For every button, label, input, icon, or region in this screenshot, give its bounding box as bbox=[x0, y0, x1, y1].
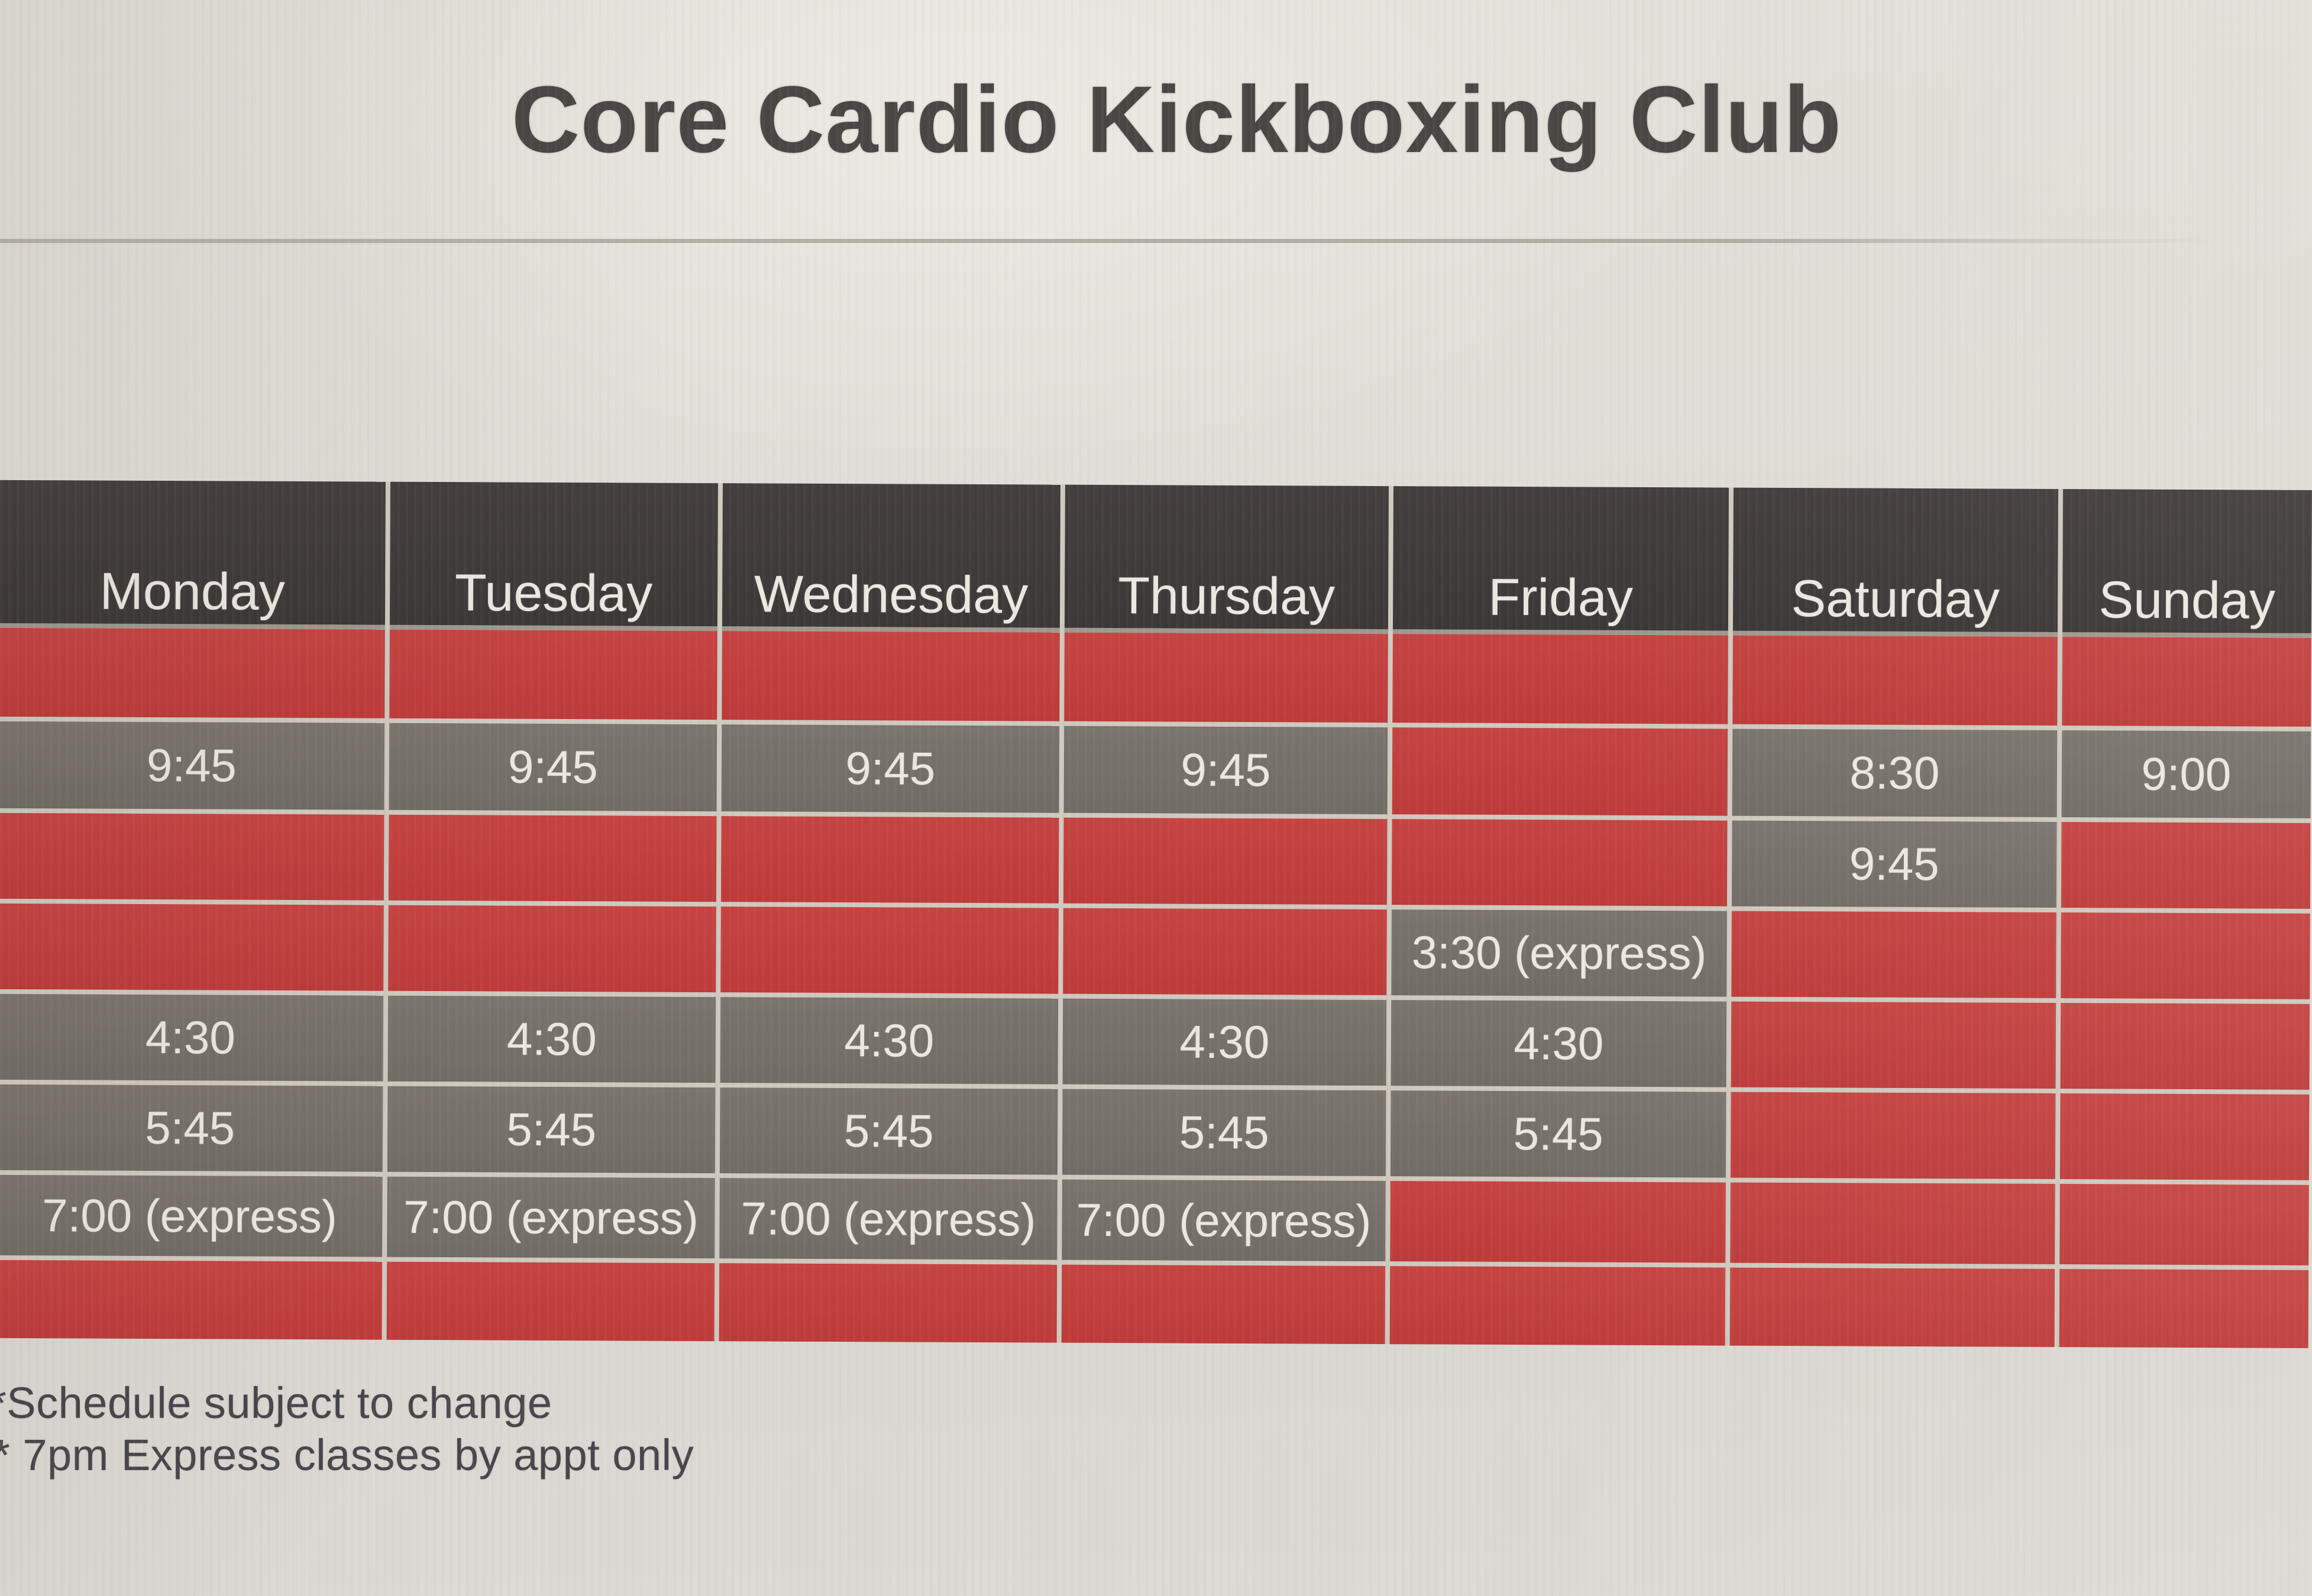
cell-monday-row8 bbox=[0, 1260, 383, 1340]
cell-friday-row7 bbox=[1390, 1181, 1726, 1263]
day-header-friday: Friday bbox=[1392, 486, 1729, 631]
cell-tuesday-row1 bbox=[389, 629, 717, 720]
day-header-sunday: Sunday bbox=[2062, 489, 2312, 633]
cell-sunday-row1 bbox=[2062, 637, 2311, 727]
cell-wednesday-row5: 4:30 bbox=[720, 997, 1059, 1084]
cell-wednesday-row7: 7:00 (express) bbox=[719, 1178, 1058, 1260]
footnote-express-appt: * 7pm Express classes by appt only bbox=[0, 1430, 694, 1480]
cell-saturday-row5 bbox=[1731, 1001, 2056, 1089]
cell-sunday-row8 bbox=[2059, 1269, 2309, 1348]
cell-thursday-row1 bbox=[1064, 632, 1388, 723]
cell-thursday-row7: 7:00 (express) bbox=[1062, 1179, 1386, 1262]
cell-sunday-row7 bbox=[2059, 1184, 2309, 1265]
cell-wednesday-row8 bbox=[719, 1263, 1058, 1343]
day-header-tuesday: Tuesday bbox=[389, 481, 718, 627]
cell-tuesday-row4 bbox=[388, 905, 716, 993]
cell-saturday-row3: 9:45 bbox=[1731, 820, 2057, 908]
cell-wednesday-row6: 5:45 bbox=[719, 1087, 1058, 1175]
day-header-saturday: Saturday bbox=[1732, 487, 2058, 633]
day-header-monday: Monday bbox=[0, 480, 386, 625]
cell-saturday-row4 bbox=[1731, 911, 2056, 999]
cell-monday-row4 bbox=[0, 903, 384, 991]
cell-monday-row1 bbox=[0, 627, 385, 718]
footnote-schedule-change: *Schedule subject to change bbox=[0, 1378, 552, 1427]
title-divider bbox=[0, 239, 2242, 243]
cell-monday-row3 bbox=[0, 812, 384, 901]
schedule-table: Monday Tuesday Wednesday Thursday Friday Satu… bbox=[0, 480, 2312, 1348]
cell-saturday-row2: 8:30 bbox=[1732, 729, 2058, 818]
cell-thursday-row6: 5:45 bbox=[1062, 1089, 1386, 1177]
cell-friday-row5: 4:30 bbox=[1391, 1000, 1727, 1087]
cell-tuesday-row3 bbox=[388, 814, 717, 902]
cell-saturday-row1 bbox=[1732, 635, 2058, 726]
cell-friday-row1 bbox=[1392, 634, 1728, 724]
cell-friday-row8 bbox=[1389, 1266, 1726, 1346]
cell-thursday-row4 bbox=[1063, 908, 1387, 996]
cell-monday-row5: 4:30 bbox=[0, 993, 384, 1082]
cell-tuesday-row2: 9:45 bbox=[389, 723, 717, 812]
cell-friday-row6: 5:45 bbox=[1390, 1090, 1726, 1178]
cell-saturday-row6 bbox=[1730, 1092, 2056, 1179]
cell-saturday-row7 bbox=[1730, 1182, 2055, 1264]
cell-tuesday-row6: 5:45 bbox=[387, 1086, 716, 1174]
cell-monday-row2: 9:45 bbox=[0, 721, 385, 810]
cell-tuesday-row7: 7:00 (express) bbox=[387, 1176, 715, 1259]
cell-thursday-row3 bbox=[1063, 817, 1388, 905]
cell-thursday-row8 bbox=[1061, 1264, 1386, 1345]
cell-wednesday-row3 bbox=[720, 816, 1059, 904]
cell-sunday-row6 bbox=[2059, 1093, 2310, 1180]
page-title: Core Cardio Kickboxing Club bbox=[511, 66, 1842, 172]
cell-friday-row2 bbox=[1392, 727, 1728, 816]
day-header-wednesday: Wednesday bbox=[722, 483, 1060, 628]
cell-friday-row4: 3:30 (express) bbox=[1391, 909, 1727, 997]
cell-friday-row3 bbox=[1391, 819, 1728, 907]
day-header-thursday: Thursday bbox=[1064, 484, 1389, 630]
cell-monday-row6: 5:45 bbox=[0, 1084, 383, 1172]
cell-wednesday-row4 bbox=[720, 907, 1059, 994]
cell-wednesday-row1 bbox=[722, 631, 1060, 721]
cell-sunday-row4 bbox=[2061, 912, 2310, 999]
cell-thursday-row2: 9:45 bbox=[1063, 726, 1388, 815]
cell-tuesday-row8 bbox=[386, 1261, 715, 1342]
cell-sunday-row5 bbox=[2060, 1003, 2310, 1090]
cell-monday-row7: 7:00 (express) bbox=[0, 1174, 383, 1257]
cell-sunday-row3 bbox=[2061, 822, 2311, 909]
cell-wednesday-row2: 9:45 bbox=[721, 724, 1060, 813]
cell-thursday-row5: 4:30 bbox=[1062, 998, 1387, 1086]
cell-tuesday-row5: 4:30 bbox=[387, 995, 716, 1083]
cell-saturday-row8 bbox=[1729, 1267, 2055, 1347]
cell-sunday-row2: 9:00 bbox=[2061, 730, 2311, 818]
